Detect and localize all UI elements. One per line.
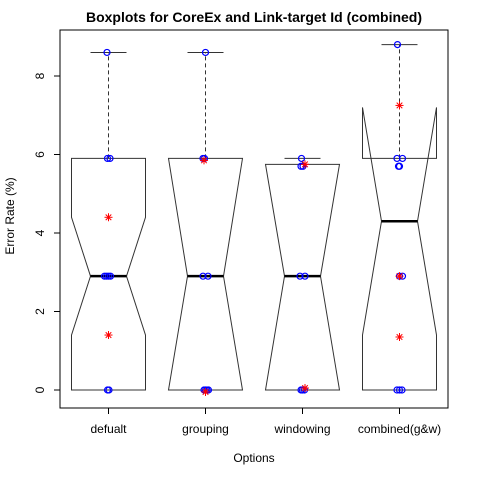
chart-title: Boxplots for CoreEx and Link-target Id (… [86,9,422,25]
mean-stroke [301,384,309,392]
mean-stroke [105,214,112,221]
mean-marker [104,331,113,340]
data-point [102,272,111,280]
mean-stroke [301,161,309,168]
mean-stroke [105,331,112,339]
mean-marker [301,160,309,169]
means-layer [104,101,404,396]
data-point [201,48,210,57]
data-point [393,40,402,49]
data-point [103,48,111,57]
y-axis: 0 2 4 6 8 [33,72,61,393]
y-tick-label: 0 [33,386,47,393]
mean-stroke [396,102,403,109]
mean-marker [395,272,404,281]
y-tick-label: 2 [33,308,47,315]
x-tick-label: grouping [182,422,229,436]
y-tick-label: 8 [33,72,47,79]
boxes-layer [71,44,437,391]
data-point [297,154,306,163]
x-tick-label: combined(g&w) [358,422,441,436]
data-point [301,272,309,280]
data-point [105,386,113,394]
data-point [104,272,113,280]
box-outline [71,157,146,391]
mean-marker [201,387,210,396]
data-point [296,272,304,280]
mean-stroke [396,273,403,280]
data-point [297,162,305,170]
data-point [393,386,401,394]
data-point [398,154,407,163]
data-point [204,272,212,280]
mean-marker [104,213,113,222]
data-point [398,386,406,394]
box-0 [71,51,146,391]
mean-marker [395,101,404,110]
box-1 [167,51,244,391]
mean-marker [301,384,309,393]
mean-stroke [396,333,403,341]
data-point [106,154,114,163]
mean-stroke [202,388,209,396]
points-layer [100,40,407,394]
plot-frame [59,29,449,409]
mean-marker [200,156,208,165]
x-tick-label: defualt [90,422,127,436]
mean-marker [395,333,404,342]
y-axis-title: Error Rate (%) [3,177,17,254]
data-point [299,162,307,170]
box-outline [362,107,437,391]
x-axis-title: Options [233,451,274,465]
data-point [103,154,112,163]
y-tick-label: 4 [33,229,47,236]
data-point [106,272,115,280]
y-tick-label: 6 [33,151,47,158]
x-axis: defualt grouping windowing combined(g&w) [90,407,441,436]
data-point [395,162,404,170]
data-point [395,386,404,394]
mean-stroke [200,157,208,164]
x-tick-label: windowing [273,422,330,436]
data-point [199,272,207,280]
